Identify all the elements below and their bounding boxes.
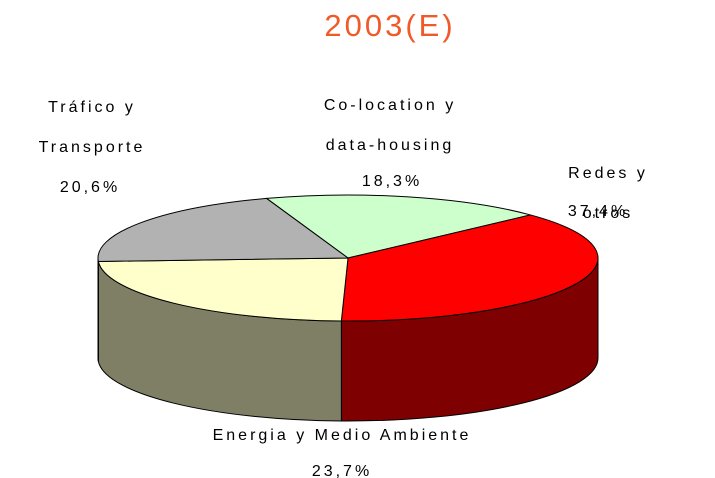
slice [97, 197, 350, 262]
value-label: 18,3% [361, 173, 423, 190]
slice-label: Energia y Medio Ambiente [212, 427, 472, 444]
slice-label: Co-location y data-housing [323, 97, 457, 154]
slice [265, 194, 531, 259]
value-label: 20,6% [59, 179, 121, 196]
slice-label: Tráfico y Transporte [38, 99, 146, 156]
slice-label: Redes y otros [568, 165, 648, 222]
chart-title: 2003(E) [324, 8, 456, 43]
slice [340, 214, 599, 322]
slice [97, 257, 349, 322]
value-label: 37,4% [567, 203, 629, 220]
value-label: 23,7% [311, 463, 373, 478]
